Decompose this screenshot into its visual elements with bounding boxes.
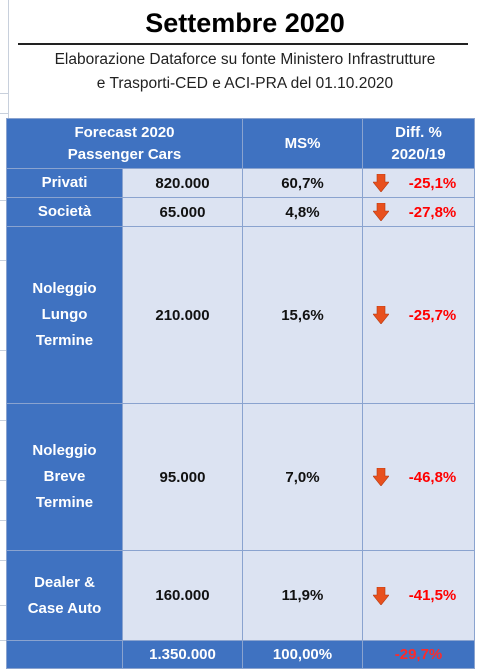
row-diff: -27,8% bbox=[362, 197, 475, 227]
total-diff: -29,7% bbox=[362, 640, 475, 669]
row-diff-value: -46,8% bbox=[408, 468, 457, 486]
row-label-line: Privati bbox=[41, 174, 88, 191]
forecast-table: Forecast 2020 Passenger Cars MS% Diff. %… bbox=[6, 118, 475, 669]
row-diff: -46,8% bbox=[362, 403, 475, 551]
row-value: 65.000 bbox=[122, 197, 243, 227]
table-row: Privati 820.000 60,7% -25,1% bbox=[6, 168, 475, 198]
row-diff: -25,1% bbox=[362, 168, 475, 198]
row-diff-value: -41,5% bbox=[408, 587, 457, 604]
table-row: Società 65.000 4,8% -27,8% bbox=[6, 197, 475, 227]
row-label-line: Società bbox=[37, 203, 92, 220]
row-label: Noleggio Lungo Termine bbox=[6, 226, 123, 404]
row-label: Noleggio Breve Termine bbox=[6, 403, 123, 551]
table-body: Privati 820.000 60,7% -25,1% Società 65.000 4,… bbox=[6, 168, 475, 641]
row-value: 160.000 bbox=[122, 550, 243, 641]
row-label: Società bbox=[6, 197, 123, 227]
row-label-line: Case Auto bbox=[27, 599, 102, 617]
row-diff-value: -27,8% bbox=[408, 203, 457, 221]
row-label-line: Termine bbox=[35, 494, 94, 511]
row-diff: -25,7% bbox=[362, 226, 475, 404]
row-diff: -41,5% bbox=[362, 550, 475, 641]
header-diff: Diff. % 2020/19 bbox=[362, 118, 475, 169]
table-row: Dealer & Case Auto 160.000 11,9% -41,5% bbox=[6, 550, 475, 641]
page-title: Settembre 2020 bbox=[145, 8, 345, 38]
row-ms: 60,7% bbox=[242, 168, 363, 198]
header-forecast: Forecast 2020 Passenger Cars bbox=[6, 118, 243, 169]
row-ms: 15,6% bbox=[242, 226, 363, 404]
row-diff-value: -25,7% bbox=[408, 306, 457, 324]
down-arrow-icon bbox=[373, 586, 389, 605]
header-forecast-line-1: Forecast 2020 bbox=[74, 123, 175, 141]
header-forecast-line-2: Passenger Cars bbox=[67, 145, 182, 163]
row-ms: 11,9% bbox=[242, 550, 363, 641]
row-label-line: Termine bbox=[35, 332, 94, 349]
title-underline bbox=[18, 43, 468, 45]
header-diff-line-2: 2020/19 bbox=[391, 145, 446, 163]
row-label-line: Noleggio bbox=[32, 280, 97, 297]
source-note-line-2: e Trasporti-CED e ACI-PRA del 01.10.2020 bbox=[96, 75, 394, 92]
source-note: Elaborazione Dataforce su fonte Minister… bbox=[10, 48, 480, 96]
source-note-line-1: Elaborazione Dataforce su fonte Minister… bbox=[54, 51, 436, 68]
row-ms: 4,8% bbox=[242, 197, 363, 227]
down-arrow-icon bbox=[373, 468, 389, 486]
down-arrow-icon bbox=[373, 174, 389, 192]
total-label-cell bbox=[6, 640, 123, 669]
row-label-line: Breve bbox=[43, 468, 86, 485]
down-arrow-icon bbox=[373, 306, 389, 324]
row-diff-value: -25,1% bbox=[408, 174, 457, 192]
row-label-line: Noleggio bbox=[32, 442, 97, 459]
total-value: 1.350.000 bbox=[122, 640, 243, 669]
header-ms: MS% bbox=[242, 118, 363, 169]
row-label-line: Lungo bbox=[41, 306, 88, 323]
row-value: 820.000 bbox=[122, 168, 243, 198]
table-row: Noleggio Breve Termine 95.000 7,0% -46,8% bbox=[6, 403, 475, 551]
row-ms: 7,0% bbox=[242, 403, 363, 551]
total-ms: 100,00% bbox=[242, 640, 363, 669]
row-value: 210.000 bbox=[122, 226, 243, 404]
row-value: 95.000 bbox=[122, 403, 243, 551]
sheet-gridlines bbox=[0, 0, 10, 653]
down-arrow-icon bbox=[373, 203, 389, 221]
row-label: Dealer & Case Auto bbox=[6, 550, 123, 641]
table-row: Noleggio Lungo Termine 210.000 15,6% -25,7% bbox=[6, 226, 475, 404]
row-label-line: Dealer & bbox=[34, 573, 95, 591]
header-diff-line-1: Diff. % bbox=[395, 123, 442, 141]
row-label: Privati bbox=[6, 168, 123, 198]
